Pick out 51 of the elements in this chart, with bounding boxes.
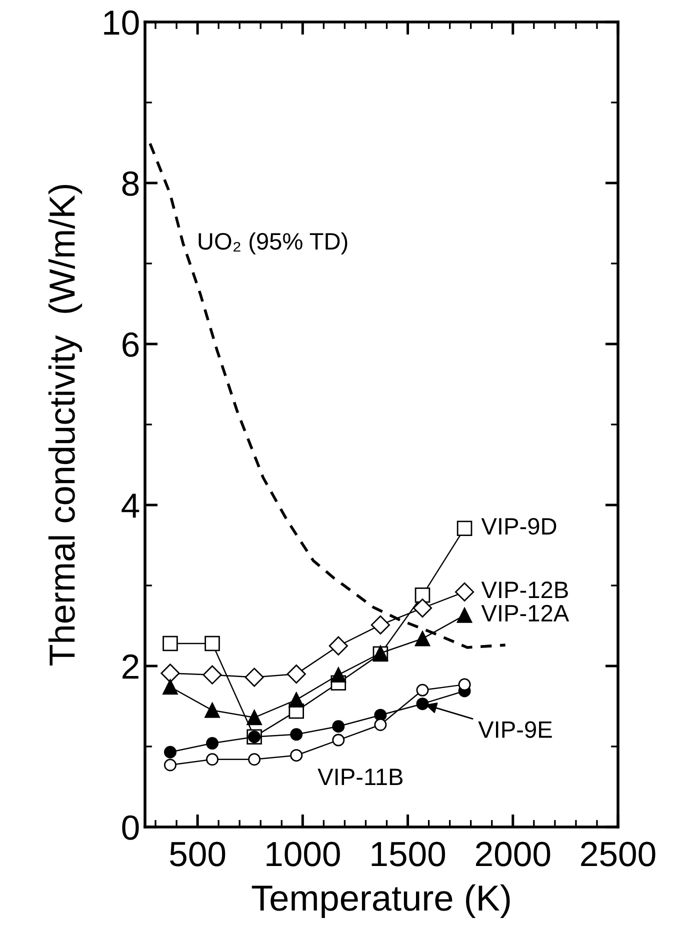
point xyxy=(332,734,345,746)
annotation: VIP-11B xyxy=(318,768,403,786)
annotation: VIP-12B xyxy=(481,582,568,598)
point xyxy=(248,753,261,766)
point xyxy=(290,728,303,741)
point xyxy=(332,720,345,733)
x-axis-title: Temperature (K) xyxy=(252,884,510,918)
point xyxy=(204,702,220,718)
point xyxy=(160,664,180,683)
point xyxy=(204,636,220,652)
annotation: VIP-9D xyxy=(481,518,556,535)
x-tick-label: 1500 xyxy=(372,842,446,866)
point xyxy=(162,636,178,652)
point xyxy=(162,679,178,695)
point xyxy=(374,718,387,732)
point xyxy=(288,692,304,708)
y-tick-label: 2 xyxy=(122,654,138,679)
point xyxy=(414,630,430,646)
x-tick-label: 1000 xyxy=(266,842,340,866)
point xyxy=(290,749,303,762)
point xyxy=(456,520,472,536)
point xyxy=(244,668,264,687)
point xyxy=(164,746,176,758)
annotation: VIP-12A xyxy=(481,604,570,622)
x-tick-label: 2500 xyxy=(581,842,656,866)
point xyxy=(455,582,474,602)
y-tick-label: 6 xyxy=(122,332,139,357)
y-tick-label: 8 xyxy=(122,171,139,196)
y-tick-label: 0 xyxy=(122,815,139,840)
point xyxy=(286,664,306,684)
point xyxy=(458,678,471,691)
point xyxy=(202,665,222,684)
point xyxy=(414,588,430,603)
point xyxy=(412,598,432,618)
point xyxy=(370,615,390,634)
point xyxy=(206,753,219,766)
y-axis-title: Thermal conductivity (W/m/K) xyxy=(48,184,82,666)
x-tick-label: 500 xyxy=(170,842,226,866)
point xyxy=(416,698,429,710)
point xyxy=(206,737,219,750)
point xyxy=(246,710,262,726)
annotation: UO₂ (95% TD) xyxy=(198,232,348,254)
point xyxy=(416,684,429,696)
point xyxy=(328,636,348,656)
y-tick-label: 4 xyxy=(122,494,140,518)
x-tick-label: 2000 xyxy=(476,842,550,866)
point xyxy=(330,667,346,682)
y-tick-label: 10 xyxy=(104,10,139,35)
point xyxy=(456,608,472,623)
point xyxy=(164,758,176,772)
annotation: VIP-9E xyxy=(478,721,552,738)
